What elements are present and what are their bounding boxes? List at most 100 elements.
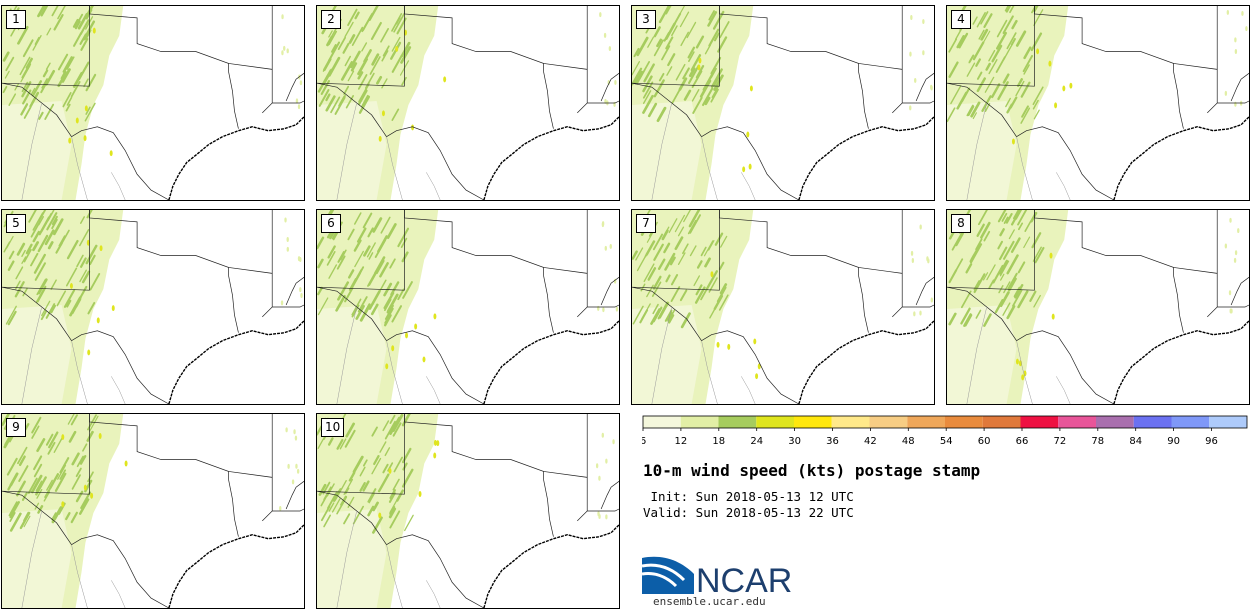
- wind-streak: [668, 218, 678, 234]
- wind-streak: [642, 81, 654, 99]
- wind-streak: [950, 85, 962, 105]
- mexico-state-boundary: [741, 172, 756, 200]
- wind-streak: [692, 96, 703, 114]
- wind-streak: [359, 481, 366, 492]
- wind-streak: [75, 490, 84, 503]
- colorbar-segment: [869, 416, 908, 428]
- wind-streak: [41, 300, 51, 317]
- wind-speckle: [930, 297, 934, 303]
- wind-streak: [380, 28, 389, 43]
- member-number-label: 7: [636, 214, 656, 233]
- wind-streak: [691, 89, 700, 102]
- wind-streak: [632, 250, 638, 260]
- wind-streak: [683, 89, 692, 101]
- wind-area-pale: [2, 509, 72, 608]
- member-panel-2: 2: [316, 5, 620, 201]
- wind-streak: [670, 286, 681, 303]
- wind-streak: [79, 257, 87, 268]
- mexico-state-boundary: [1056, 172, 1071, 200]
- wind-map: [632, 210, 934, 404]
- wind-streak: [1024, 220, 1032, 232]
- wind-streak: [720, 235, 728, 248]
- wind-streak: [353, 239, 362, 252]
- wind-streak: [87, 301, 96, 315]
- state-boundary: [2, 210, 90, 291]
- wind-streak: [18, 455, 26, 467]
- colorbar-tick-label: 18: [712, 436, 725, 447]
- wind-streak: [361, 94, 369, 107]
- wind-streak: [393, 13, 405, 33]
- wind-speckle: [1229, 308, 1232, 314]
- wind-streak: [344, 287, 354, 303]
- wind-streak: [21, 81, 32, 98]
- wind-streak: [337, 36, 347, 51]
- state-boundary: [317, 490, 485, 608]
- wind-streak: [1004, 6, 1009, 12]
- member-number-label: 10: [321, 418, 345, 437]
- wind-speckle: [910, 15, 913, 20]
- state-boundary: [2, 414, 90, 495]
- wind-streak: [357, 71, 364, 80]
- wind-streak: [76, 455, 85, 468]
- wind-streak: [1009, 6, 1015, 14]
- wind-streak: [328, 30, 338, 46]
- wind-streak: [36, 438, 46, 453]
- wind-streak: [46, 27, 52, 36]
- wind-streak: [391, 13, 403, 32]
- wind-speckle: [922, 19, 925, 25]
- colorbar-segment: [1096, 416, 1134, 428]
- wind-streak: [347, 70, 355, 82]
- wind-streak: [367, 488, 377, 503]
- state-boundary: [543, 275, 554, 333]
- wind-gust-speckle: [753, 338, 757, 345]
- wind-streak: [328, 264, 338, 279]
- wind-streak: [645, 240, 656, 256]
- wind-streak: [372, 516, 383, 534]
- wind-map: [317, 210, 619, 404]
- mexico-state-boundary: [111, 376, 126, 404]
- wind-streak: [19, 56, 31, 76]
- wind-streak: [968, 55, 974, 64]
- colorbar-segment: [794, 416, 832, 428]
- wind-streak: [1006, 103, 1013, 114]
- wind-streak: [1032, 99, 1039, 110]
- mexico-state-boundary: [71, 340, 88, 404]
- wind-field: [947, 210, 1240, 404]
- member-number-label: 4: [951, 10, 971, 29]
- wind-streak: [28, 210, 37, 223]
- wind-field: [947, 6, 1248, 200]
- wind-streak: [9, 512, 22, 532]
- wind-gust-speckle: [395, 45, 399, 52]
- wind-streak: [391, 305, 403, 323]
- wind-gust-speckle: [697, 64, 701, 71]
- wind-streak: [370, 21, 382, 40]
- wind-gust-speckle: [388, 467, 392, 474]
- wind-streak: [359, 466, 366, 477]
- wind-streak: [963, 313, 972, 327]
- state-boundary: [89, 414, 229, 480]
- wind-streak: [1020, 81, 1031, 98]
- wind-streak: [693, 275, 700, 287]
- mexico-state-boundary: [111, 580, 126, 608]
- wind-speckle: [919, 310, 922, 316]
- figure-title: 10-m wind speed (kts) postage stamp: [643, 461, 981, 480]
- wind-streak: [38, 111, 44, 120]
- wind-speckle: [602, 307, 605, 313]
- mexico-state-boundary: [741, 376, 756, 404]
- wind-speckle: [291, 479, 295, 485]
- wind-streak: [688, 210, 701, 228]
- wind-streak: [343, 513, 351, 525]
- wind-streak: [983, 230, 991, 242]
- wind-streak: [710, 56, 722, 75]
- wind-streak: [8, 501, 18, 517]
- wind-streak: [1002, 15, 1014, 35]
- wind-streak: [31, 416, 42, 434]
- wind-streak: [970, 101, 981, 118]
- wind-streak: [44, 103, 55, 120]
- wind-streak: [20, 103, 29, 116]
- wind-streak: [325, 95, 336, 112]
- wind-streak: [6, 235, 14, 249]
- wind-streak: [391, 54, 403, 73]
- wind-gust-speckle: [1021, 374, 1025, 381]
- mexico-state-boundary: [1016, 340, 1033, 404]
